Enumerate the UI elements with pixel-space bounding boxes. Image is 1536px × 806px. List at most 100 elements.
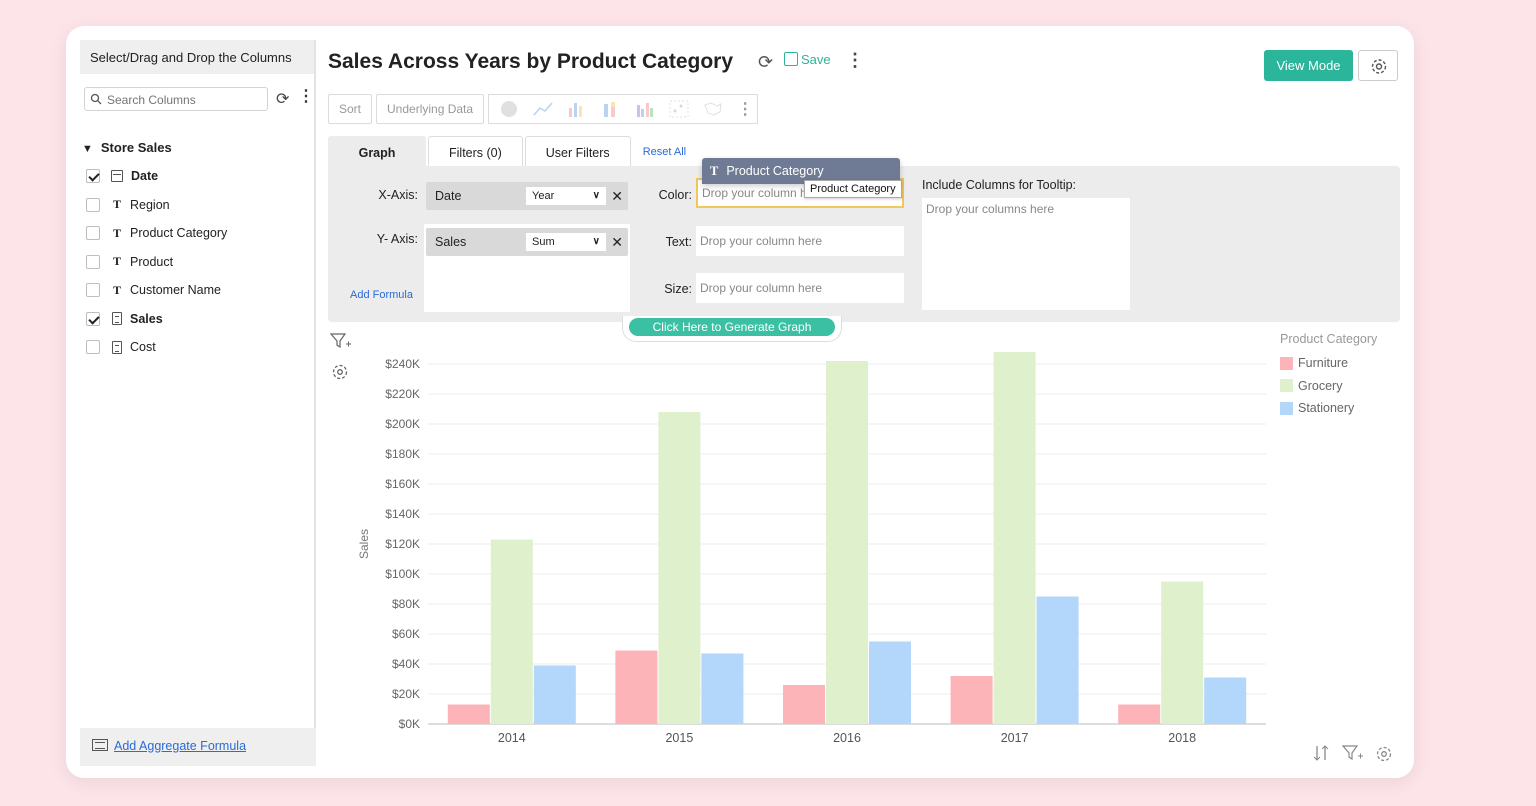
tab-graph[interactable]: Graph — [328, 136, 426, 168]
tooltip-dropzone[interactable]: Drop your columns here — [922, 198, 1130, 310]
column-item[interactable]: T Region — [86, 191, 306, 220]
column-checkbox[interactable] — [86, 254, 100, 269]
search-icon — [90, 93, 102, 105]
dragging-column-chip[interactable]: T Product Category — [702, 158, 900, 184]
chevron-down-icon[interactable]: ▼ — [82, 143, 93, 155]
tab-user-filters[interactable]: User Filters — [524, 136, 631, 168]
text-type-icon: T — [112, 282, 121, 297]
number-type-icon — [112, 340, 122, 354]
stacked-bar-icon[interactable] — [601, 100, 621, 118]
column-checkbox[interactable] — [86, 197, 100, 212]
column-item[interactable]: Date — [86, 162, 306, 191]
remove-y-axis-icon[interactable]: ✕ — [611, 234, 623, 250]
y-tick-label: $60K — [392, 627, 420, 641]
y-tick-label: $120K — [385, 537, 420, 551]
y-axis-label: Y- Axis: — [376, 232, 418, 246]
size-dropzone[interactable]: Drop your column here — [696, 273, 904, 303]
search-box[interactable] — [84, 87, 268, 111]
view-mode-button[interactable]: View Mode — [1264, 50, 1353, 81]
tree-title-label: Store Sales — [100, 140, 172, 155]
legend-swatch — [1280, 356, 1293, 370]
search-row: ⟳ ⋮ — [84, 87, 316, 113]
x-axis-dropzone[interactable]: Date Year ∨ ✕ — [424, 180, 630, 212]
add-filter-icon[interactable] — [329, 332, 352, 350]
column-checkbox[interactable] — [86, 169, 100, 184]
y-axis-pill[interactable]: Sales Sum ∨ ✕ — [426, 228, 628, 256]
legend-item[interactable]: Stationery — [1280, 397, 1377, 420]
generate-graph-button[interactable]: Click Here to Generate Graph — [629, 318, 835, 336]
save-icon — [784, 52, 798, 66]
line-chart-icon[interactable] — [533, 100, 553, 118]
bar-grocery-2018 — [1161, 581, 1204, 724]
gear-icon[interactable] — [1374, 744, 1394, 764]
bar-stationery-2014 — [533, 665, 576, 724]
grouped-bar-icon[interactable] — [635, 100, 655, 118]
y-axis-aggregate-select[interactable]: Sum ∨ — [526, 233, 606, 251]
y-axis-dropzone[interactable]: Sales Sum ∨ ✕ — [424, 224, 630, 312]
x-axis-aggregate-select[interactable]: Year ∨ — [526, 187, 606, 205]
column-item[interactable]: T Product Category — [86, 219, 306, 248]
column-item[interactable]: Sales — [86, 305, 306, 334]
column-checkbox[interactable] — [86, 283, 100, 298]
column-item[interactable]: Cost — [86, 333, 306, 362]
text-dropzone[interactable]: Drop your column here — [696, 226, 904, 256]
search-input[interactable] — [107, 91, 265, 108]
sidebar-header: Select/Drag and Drop the Columns — [80, 40, 314, 74]
y-tick-label: $160K — [385, 477, 420, 491]
column-checkbox[interactable] — [86, 226, 100, 241]
column-label: Cost — [130, 340, 156, 355]
column-label: Region — [130, 197, 170, 212]
refresh-icon[interactable]: ⟳ — [758, 52, 774, 72]
text-type-icon: T — [112, 225, 121, 240]
legend-item[interactable]: Grocery — [1280, 375, 1377, 398]
y-axis-aggregate-value: Sum — [532, 236, 555, 248]
map-chart-icon[interactable] — [703, 100, 723, 118]
legend-swatch — [1280, 401, 1293, 415]
save-button[interactable]: Save — [784, 52, 831, 67]
legend-item[interactable]: Furniture — [1280, 352, 1377, 375]
column-item[interactable]: T Customer Name — [86, 276, 306, 305]
bar-furniture-2018 — [1118, 704, 1161, 724]
tree-title[interactable]: ▼ Store Sales — [82, 140, 172, 155]
main-card: Select/Drag and Drop the Columns ⟳ ⋮ ▼ St… — [66, 26, 1414, 778]
underlying-data-button[interactable]: Underlying Data — [376, 94, 485, 124]
chart-bottom-icons — [1312, 744, 1394, 764]
sort-icon[interactable] — [1312, 744, 1332, 762]
pie-chart-icon[interactable] — [499, 100, 519, 118]
remove-x-axis-icon[interactable]: ✕ — [611, 188, 623, 204]
chart-side-icons — [329, 332, 352, 388]
bar-stationery-2015 — [701, 653, 744, 724]
x-axis-pill[interactable]: Date Year ∨ ✕ — [426, 182, 628, 210]
settings-button[interactable] — [1358, 50, 1398, 81]
text-type-icon: T — [112, 197, 121, 212]
chevron-down-icon: ∨ — [592, 190, 600, 201]
column-item[interactable]: T Product — [86, 248, 306, 277]
column-checkbox[interactable] — [86, 340, 100, 355]
sidebar-menu-icon[interactable]: ⋮ — [298, 88, 314, 105]
column-label: Date — [131, 169, 159, 184]
color-label: Color: — [658, 188, 692, 202]
x-tick-label: 2014 — [498, 731, 526, 745]
more-chart-types-icon[interactable]: ⋮ — [737, 101, 754, 118]
y-axis-field: Sales — [435, 235, 467, 249]
gear-icon[interactable] — [330, 361, 352, 383]
text-type-icon: T — [112, 254, 121, 269]
bar-stationery-2018 — [1204, 677, 1247, 724]
more-options-icon[interactable]: ⋮ — [846, 50, 864, 70]
reset-all-link[interactable]: Reset All — [642, 146, 687, 158]
sort-button[interactable]: Sort — [328, 94, 373, 124]
column-checkbox[interactable] — [86, 311, 100, 326]
number-type-icon — [112, 312, 122, 326]
drag-chip-label: Product Category — [726, 164, 824, 178]
legend-swatch — [1280, 379, 1293, 393]
y-tick-label: $180K — [385, 447, 420, 461]
add-aggregate-formula-link[interactable]: Add Aggregate Formula — [114, 739, 247, 753]
scatter-chart-icon[interactable] — [669, 100, 689, 118]
add-filter-icon[interactable] — [1342, 744, 1364, 762]
x-tick-label: 2018 — [1168, 731, 1196, 745]
refresh-icon[interactable]: ⟳ — [276, 91, 290, 108]
tab-filters[interactable]: Filters (0) — [428, 136, 523, 168]
column-label: Product Category — [130, 226, 228, 241]
bar-chart-icon[interactable] — [567, 100, 587, 118]
add-formula-link[interactable]: Add Formula — [350, 289, 413, 301]
